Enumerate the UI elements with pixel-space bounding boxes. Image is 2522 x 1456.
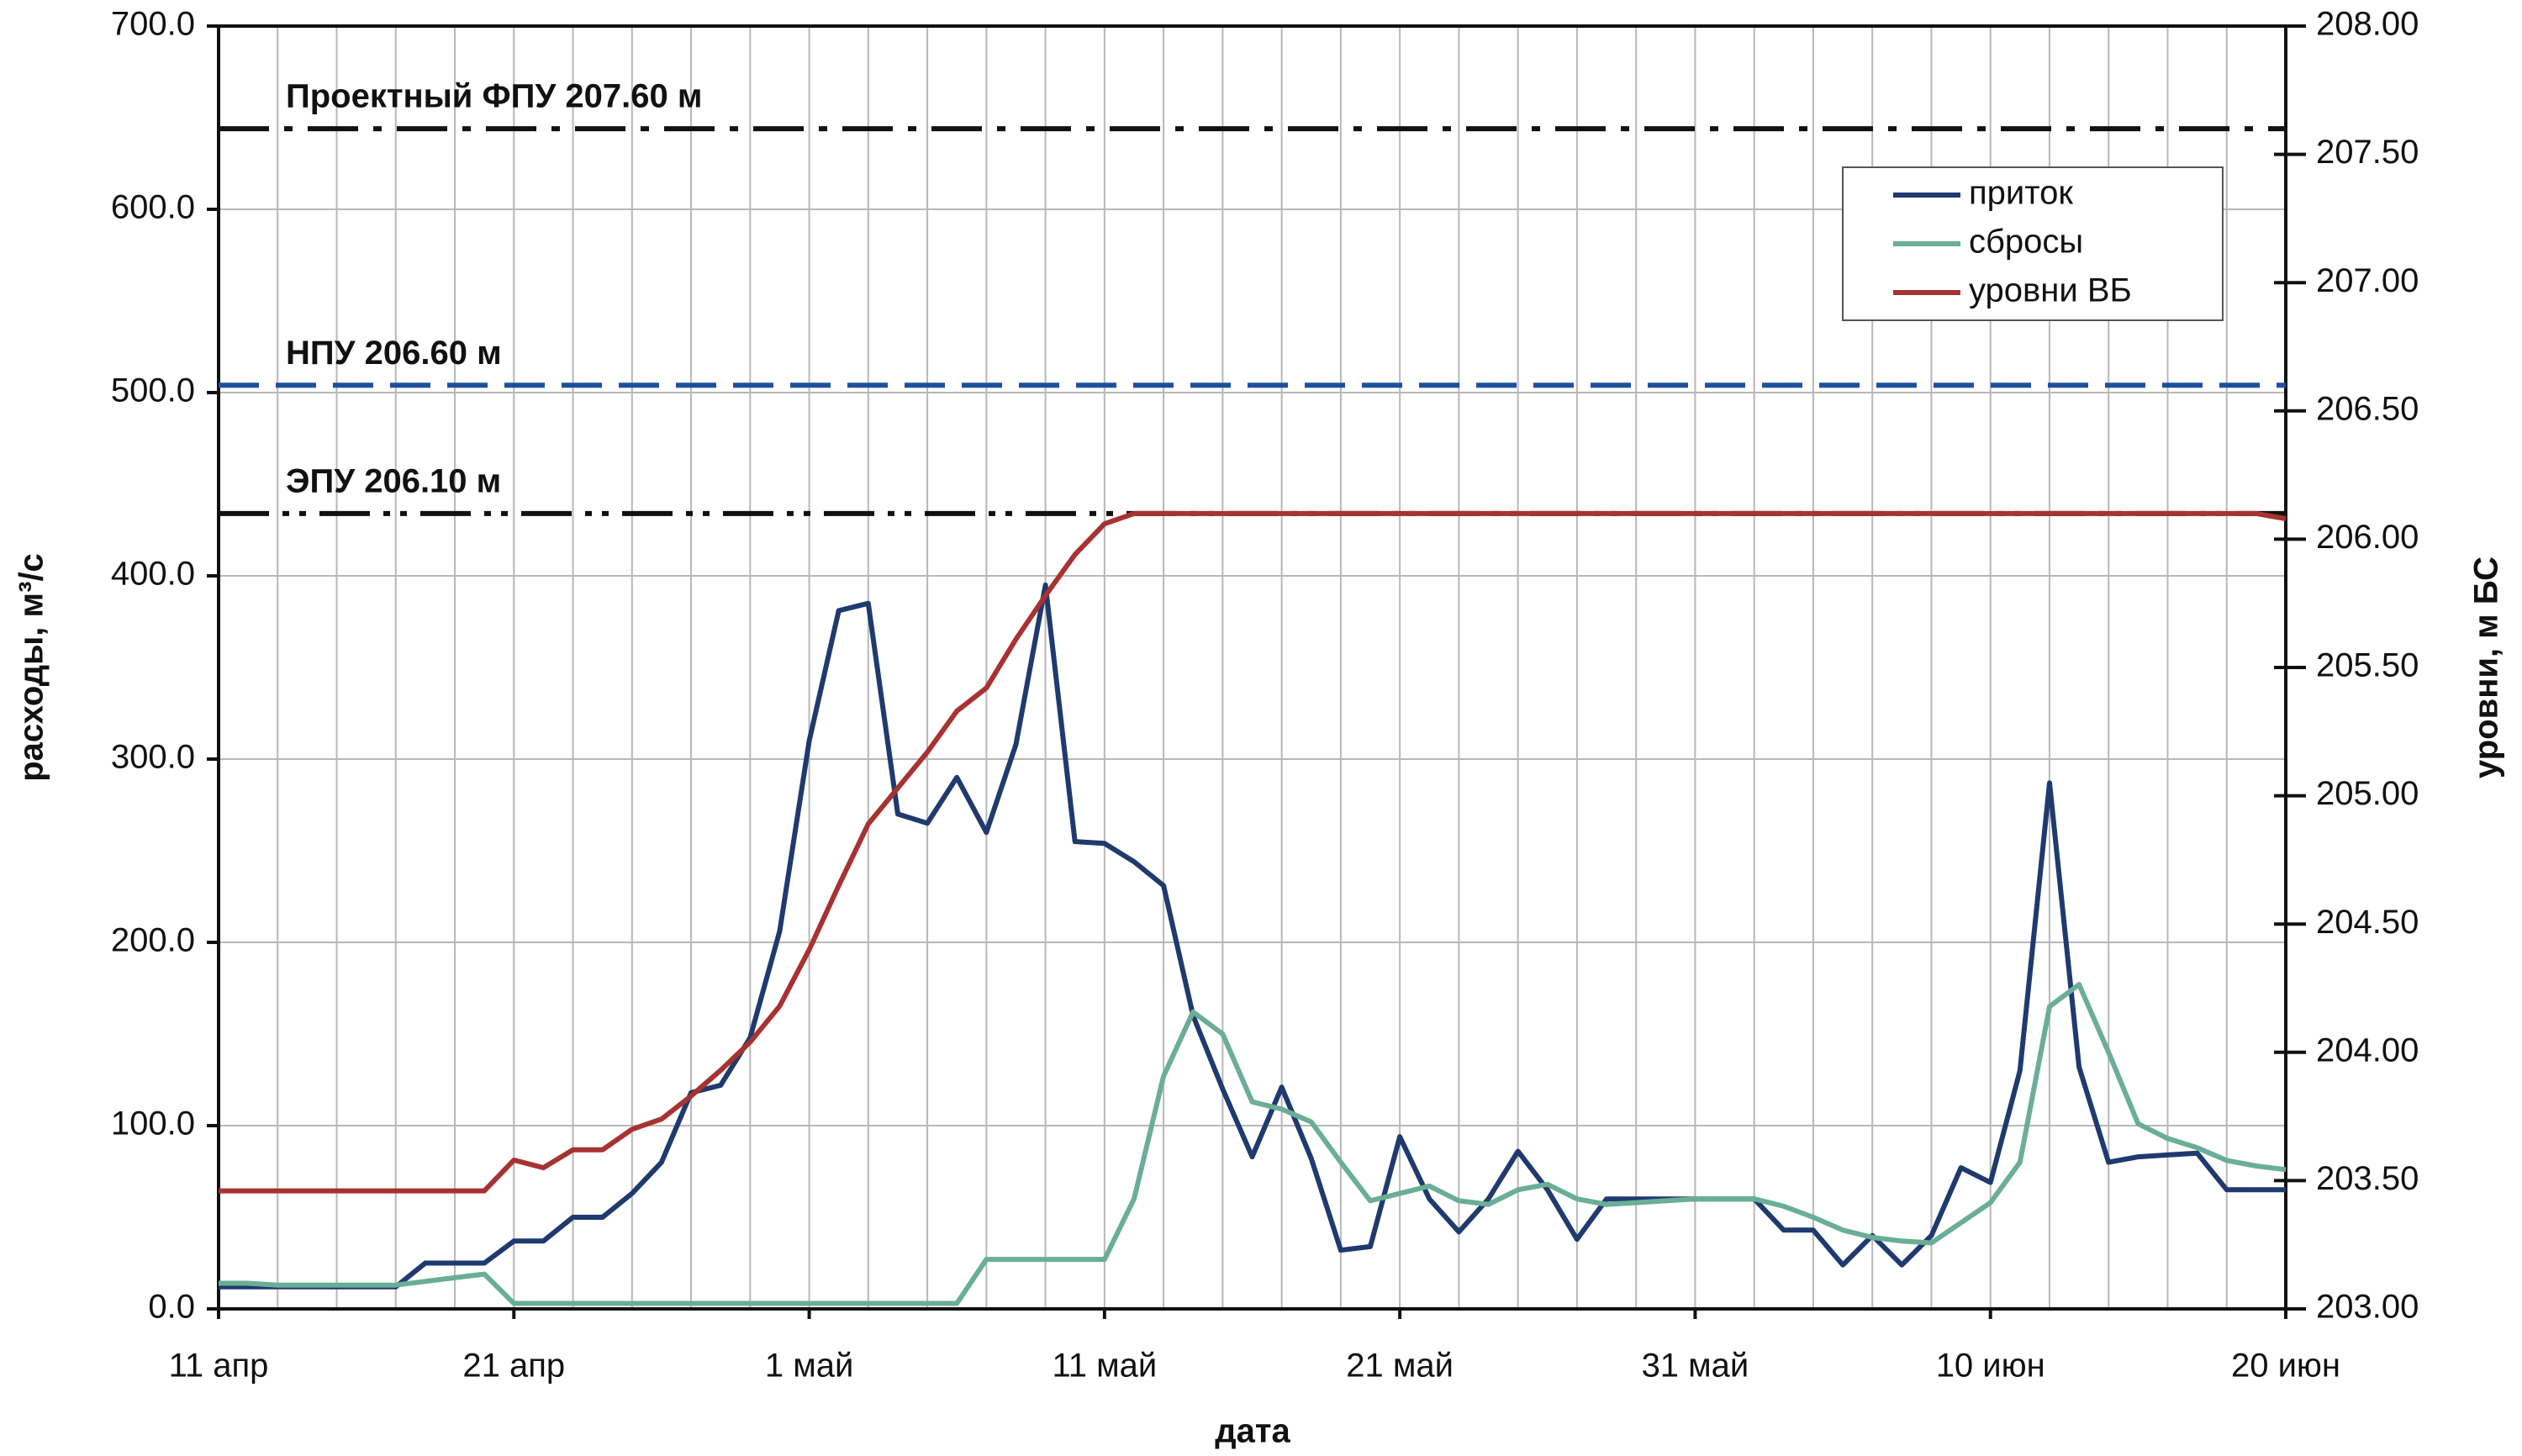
y-tick-label: 200.0	[111, 922, 195, 959]
x-axis-title: дата	[1215, 1413, 1290, 1450]
y-axis-title: расходы, м³/с	[13, 553, 50, 782]
y-tick-label: 700.0	[111, 6, 195, 43]
x-tick-label: 21 май	[1346, 1348, 1454, 1385]
y2-tick-label: 204.00	[2316, 1031, 2419, 1068]
series-line	[219, 982, 2287, 1306]
y2-axis-title: уровни, м БС	[2468, 557, 2505, 778]
series-line	[219, 582, 2286, 1290]
y-tick-label: 300.0	[111, 739, 195, 776]
legend-label: уровни ВБ	[1969, 272, 2132, 309]
y-tick-label: 0.0	[148, 1289, 195, 1326]
x-tick-label: 20 июн	[2231, 1348, 2340, 1385]
reference-label: ЭПУ 206.10 м	[286, 462, 501, 499]
y2-tick-label: 206.00	[2316, 519, 2419, 556]
reference-label: НПУ 206.60 м	[286, 335, 502, 372]
x-tick-label: 31 май	[1642, 1348, 1749, 1385]
y2-tick-label: 207.00	[2316, 262, 2419, 299]
y2-tick-label: 208.00	[2316, 6, 2419, 43]
y-tick-label: 600.0	[111, 189, 195, 226]
x-tick-label: 21 апр	[462, 1348, 565, 1385]
y2-tick-label: 203.00	[2316, 1289, 2419, 1326]
y2-tick-label: 206.50	[2316, 390, 2419, 427]
y-tick-label: 400.0	[111, 556, 195, 593]
y2-tick-label: 203.50	[2316, 1160, 2419, 1197]
series-line	[219, 510, 2287, 1194]
y2-tick-label: 205.50	[2316, 647, 2419, 684]
legend-label: сбросы	[1969, 224, 2083, 261]
y-tick-label: 500.0	[111, 372, 195, 409]
plot-frame	[217, 24, 2287, 1311]
y2-tick-label: 204.50	[2316, 904, 2419, 941]
x-tick-label: 11 апр	[169, 1348, 269, 1385]
y-tick-label: 100.0	[111, 1105, 195, 1142]
legend-label: приток	[1969, 175, 2073, 212]
reference-label: Проектный ФПУ 207.60 м	[286, 78, 702, 115]
x-tick-label: 1 май	[765, 1348, 853, 1385]
x-tick-label: 11 май	[1052, 1348, 1157, 1385]
y2-tick-label: 205.00	[2316, 775, 2419, 812]
y2-tick-label: 207.50	[2316, 134, 2419, 171]
x-tick-label: 10 июн	[1936, 1348, 2045, 1385]
